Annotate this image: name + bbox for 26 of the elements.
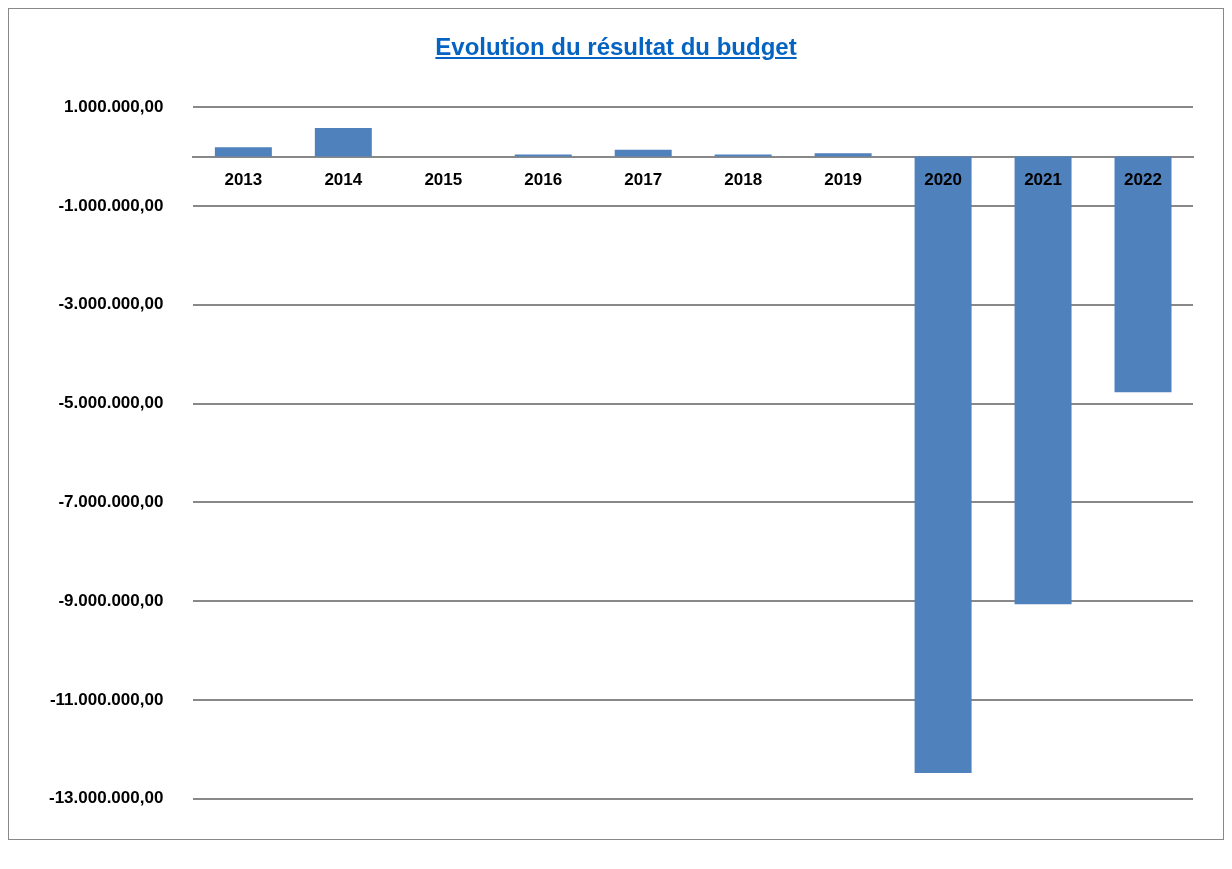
y-tick-label: -13.000.000,00	[48, 788, 164, 808]
x-tick-label: 2022	[1124, 170, 1162, 190]
chart-title: Evolution du résultat du budget	[435, 33, 797, 60]
bar	[1114, 156, 1172, 393]
y-tick-label: -5.000.000,00	[58, 393, 164, 413]
y-tick-label: -7.000.000,00	[58, 492, 164, 512]
x-tick-label: 2015	[424, 170, 463, 190]
x-tick-label: 2016	[524, 170, 563, 190]
bar	[214, 147, 272, 157]
x-tick-label: 2019	[824, 170, 863, 190]
x-tick-label: 2014	[324, 170, 363, 190]
bar	[1014, 156, 1072, 605]
y-tick-label: -11.000.000,00	[49, 689, 164, 709]
x-tick-label: 2021	[1024, 170, 1062, 190]
y-tick-label: -1.000.000,00	[58, 195, 164, 215]
x-tick-label: 2017	[624, 170, 663, 190]
bar	[814, 153, 872, 157]
y-tick-label: -3.000.000,00	[58, 294, 164, 314]
x-tick-label: 2020	[924, 170, 963, 190]
y-tick-label: 1.000.000,00	[64, 96, 164, 116]
y-tick-label: -9.000.000,00	[58, 590, 164, 610]
x-tick-label: 2018	[724, 170, 763, 190]
x-tick-label: 2013	[224, 170, 263, 190]
bar	[614, 149, 672, 157]
bar	[914, 156, 972, 774]
bar	[314, 127, 372, 157]
